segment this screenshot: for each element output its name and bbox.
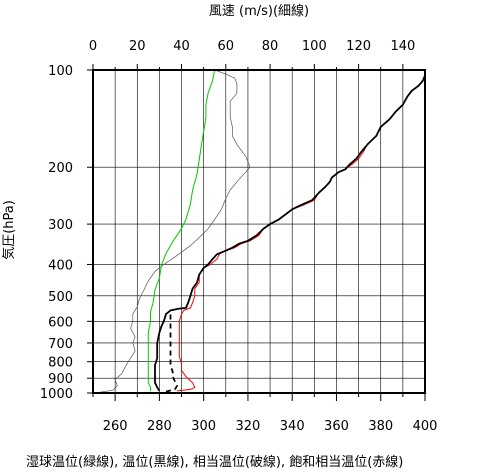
top-axis-tick-label: 80 bbox=[262, 39, 279, 54]
y-axis-tick-label: 1000 bbox=[40, 387, 73, 402]
y-axis-tick-label: 200 bbox=[48, 161, 73, 176]
bottom-axis-tick-label: 360 bbox=[324, 419, 349, 434]
bottom-axis-tick-label: 400 bbox=[413, 419, 438, 434]
top-axis-tick-label: 60 bbox=[218, 39, 235, 54]
y-axis-tick-label: 500 bbox=[48, 290, 73, 305]
top-axis-tick-label: 40 bbox=[173, 39, 190, 54]
top-axis-title: 風速 (m/s)(細線) bbox=[209, 3, 309, 19]
equivalent-potential-temperature-line bbox=[165, 311, 179, 393]
y-axis-tick-label: 100 bbox=[48, 64, 73, 79]
bottom-axis-tick-label: 260 bbox=[103, 419, 128, 434]
top-axis-tick-label: 20 bbox=[129, 39, 146, 54]
top-axis-tick-label: 140 bbox=[390, 39, 415, 54]
bottom-axis-tick-label: 340 bbox=[280, 419, 305, 434]
y-axis-tick-label: 600 bbox=[48, 315, 73, 330]
axis-ticks: 0 20 40 60 80 100 120 140 260 280 300 320 340 360 380 4… bbox=[40, 39, 438, 434]
potential-temperature-line bbox=[154, 75, 426, 392]
wind-speed-line bbox=[95, 69, 251, 394]
y-axis-title: 気圧(hPa) bbox=[1, 200, 17, 260]
y-axis-tick-label: 900 bbox=[48, 372, 73, 387]
data-series bbox=[95, 69, 426, 394]
grid-lines bbox=[92, 69, 426, 394]
saturated-equivalent-potential-temperature-line bbox=[177, 76, 426, 392]
bottom-axis-title: 湿球温位(緑線), 温位(黒線), 相当温位(破線), 飽和相当温位(赤線) bbox=[26, 454, 403, 470]
top-axis-tick-label: 120 bbox=[346, 39, 371, 54]
bottom-axis-tick-label: 300 bbox=[191, 419, 216, 434]
bottom-axis-tick-label: 280 bbox=[147, 419, 172, 434]
bottom-axis-tick-label: 320 bbox=[236, 419, 261, 434]
y-axis-tick-label: 400 bbox=[48, 258, 73, 273]
y-axis-tick-label: 800 bbox=[48, 356, 73, 371]
bottom-axis-tick-label: 380 bbox=[368, 419, 393, 434]
y-axis-tick-label: 700 bbox=[48, 337, 73, 352]
y-axis-tick-label: 300 bbox=[48, 218, 73, 233]
top-axis-tick-label: 100 bbox=[302, 39, 327, 54]
top-axis-tick-label: 0 bbox=[89, 39, 97, 54]
plot-frame bbox=[92, 69, 426, 394]
wet-bulb-potential-temperature-line bbox=[147, 69, 216, 391]
